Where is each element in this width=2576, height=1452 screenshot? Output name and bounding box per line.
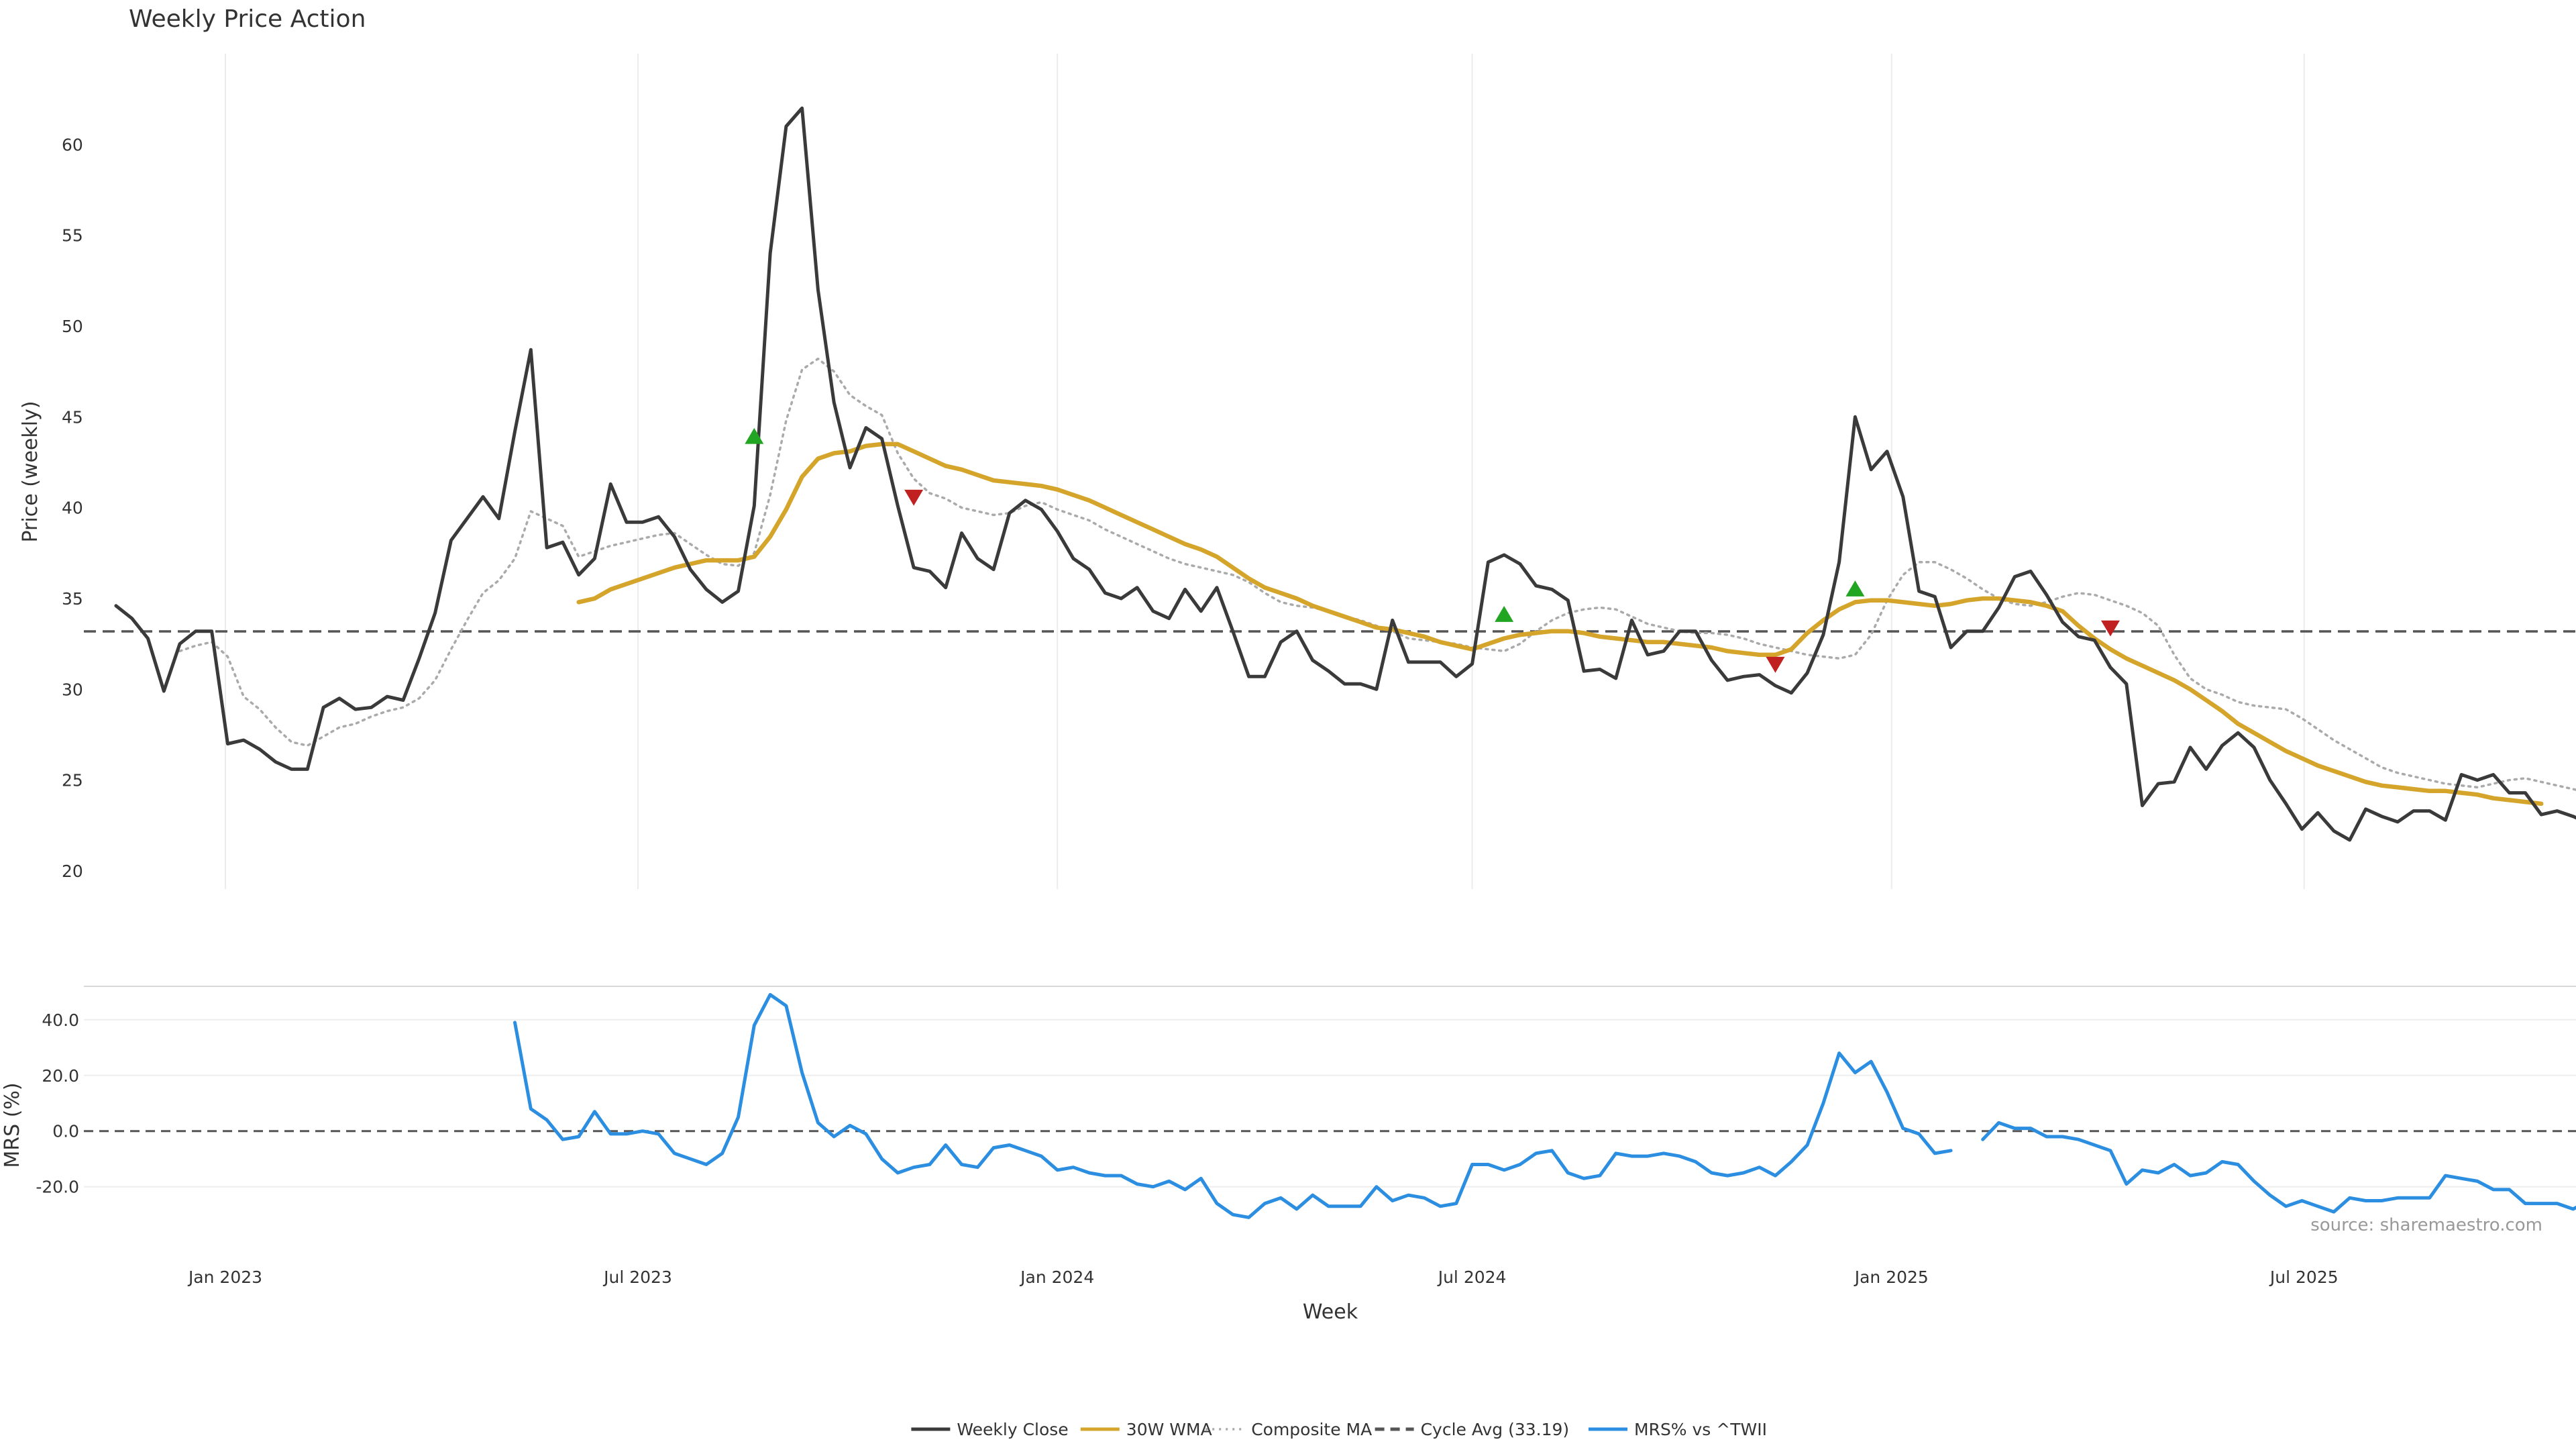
mrs-y-tick-label: -20.0: [36, 1178, 79, 1197]
x-axis-title: Week: [1303, 1300, 1358, 1324]
price-y-tick-label: 55: [62, 226, 83, 246]
x-tick-label: Jan 2025: [1854, 1267, 1929, 1287]
price-y-tick-label: 20: [62, 862, 83, 881]
x-tick-label: Jul 2023: [602, 1267, 672, 1287]
price-y-tick-label: 40: [62, 499, 83, 518]
x-tick-label: Jan 2023: [187, 1267, 262, 1287]
mrs-y-tick-label: 0.0: [52, 1122, 79, 1141]
marker-layer: [745, 427, 2120, 673]
legend-label: Cycle Avg (33.19): [1421, 1420, 1570, 1439]
price-y-tick-label: 50: [62, 317, 83, 336]
buy-signal-marker: [1495, 606, 1514, 622]
mrs-series-line: [1981, 1121, 2576, 1214]
sell-signal-marker: [904, 489, 924, 506]
sell-signal-marker: [2100, 620, 2120, 637]
chart-title: Weekly Price Action: [129, 5, 366, 33]
price-y-tick-label: 45: [62, 407, 83, 427]
legend: Weekly Close 30W WMA Composite MA Cycle Avg…: [911, 1420, 1767, 1439]
x-tick-label: Jan 2024: [1019, 1267, 1094, 1287]
weekly-close-series-line: [114, 106, 2576, 842]
series-layer: [84, 106, 2576, 1219]
30w-wma-series-line: [576, 442, 2544, 807]
price-y-tick-label: 60: [62, 135, 83, 154]
source-text: source: sharemaestro.com: [2310, 1215, 2542, 1235]
buy-signal-marker: [1845, 580, 1865, 597]
axis-layer: Jan 2023 Jul 2023 Jan 2024 Jul 2024 Jan 2025…: [36, 135, 2338, 1287]
legend-label: MRS% vs ^TWII: [1634, 1420, 1767, 1439]
composite-ma-series-line: [178, 357, 2576, 791]
mrs-y-tick-label: 20.0: [42, 1066, 79, 1086]
price-y-tick-label: 35: [62, 589, 83, 609]
price-axis-title: Price (weekly): [19, 401, 42, 542]
legend-label: Weekly Close: [957, 1420, 1068, 1439]
grid-layer: [84, 54, 2576, 1188]
legend-label: Composite MA: [1251, 1420, 1372, 1439]
price-y-tick-label: 25: [62, 771, 83, 790]
mrs-y-tick-label: 40.0: [42, 1010, 79, 1030]
mrs-series-line: [513, 992, 1953, 1219]
mrs-axis-title: MRS (%): [1, 1082, 24, 1168]
legend-label: 30W WMA: [1126, 1420, 1212, 1439]
price-y-tick-label: 30: [62, 680, 83, 699]
buy-signal-marker: [745, 427, 764, 444]
x-tick-label: Jul 2025: [2269, 1267, 2339, 1287]
sell-signal-marker: [1766, 656, 1785, 673]
x-tick-label: Jul 2024: [1437, 1267, 1507, 1287]
